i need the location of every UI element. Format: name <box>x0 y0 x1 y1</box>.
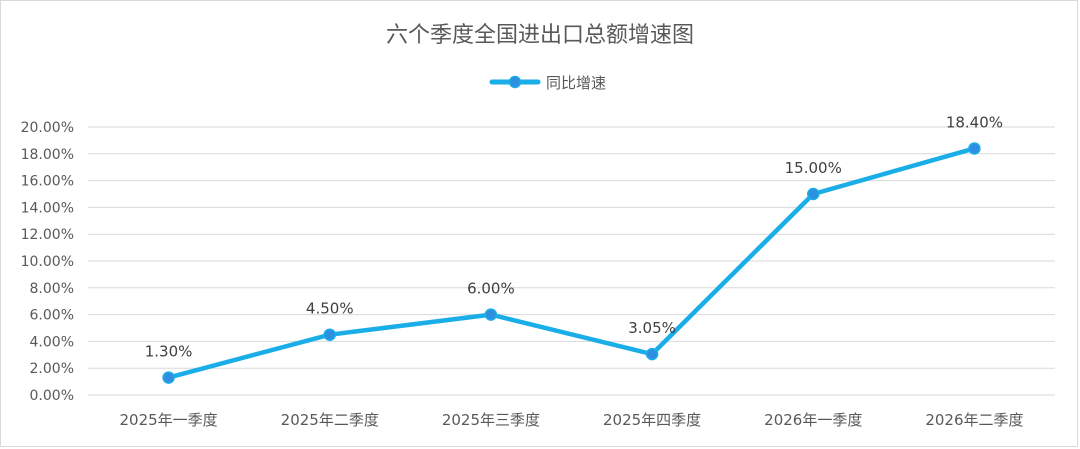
y-tick-label: 12.00% <box>21 227 74 243</box>
data-label: 4.50% <box>306 300 354 318</box>
data-label: 1.30% <box>145 343 193 361</box>
legend-marker-icon <box>508 75 522 89</box>
y-tick-label: 6.00% <box>30 308 74 324</box>
y-tick-label: 8.00% <box>30 281 74 297</box>
data-point <box>807 187 820 201</box>
series-line <box>162 142 981 384</box>
y-tick-label: 14.00% <box>21 200 74 216</box>
data-label: 3.05% <box>628 319 676 337</box>
y-tick-label: 16.00% <box>21 174 74 190</box>
data-point <box>162 371 175 384</box>
x-tick-label: 2025年三季度 <box>442 411 540 429</box>
legend: 同比增速 <box>489 74 606 92</box>
x-tick-label: 2026年一季度 <box>764 411 862 429</box>
series-polyline <box>166 146 977 380</box>
legend-label: 同比增速 <box>546 74 606 92</box>
y-tick-label: 2.00% <box>30 361 74 377</box>
x-tick-label: 2026年二季度 <box>925 411 1023 429</box>
y-axis: 0.00% 2.00% 4.00% 6.00% 8.00% 10.00% 12.00% 14.… <box>21 120 74 404</box>
data-point <box>323 328 336 341</box>
data-label: 15.00% <box>785 159 842 177</box>
data-label: 6.00% <box>467 280 515 298</box>
data-point <box>484 308 498 321</box>
y-tick-label: 0.00% <box>30 388 74 404</box>
x-tick-label: 2025年四季度 <box>603 411 701 429</box>
x-tick-label: 2025年一季度 <box>119 411 217 429</box>
chart-title: 六个季度全国进出口总额增速图 <box>386 23 694 48</box>
y-tick-label: 20.00% <box>21 120 74 136</box>
gridlines <box>88 126 1055 396</box>
y-tick-label: 18.00% <box>21 147 74 163</box>
data-labels: 1.30% 4.50% 6.00% 3.05% 15.00% 18.40% <box>145 113 1003 360</box>
data-label: 18.40% <box>946 113 1003 131</box>
data-point <box>968 142 981 155</box>
x-tick-label: 2025年二季度 <box>281 411 379 429</box>
data-point <box>645 347 659 361</box>
y-tick-label: 10.00% <box>21 254 74 270</box>
y-tick-label: 4.00% <box>30 334 74 350</box>
x-axis: 2025年一季度 2025年二季度 2025年三季度 2025年四季度 2026年一季度… <box>119 411 1023 429</box>
